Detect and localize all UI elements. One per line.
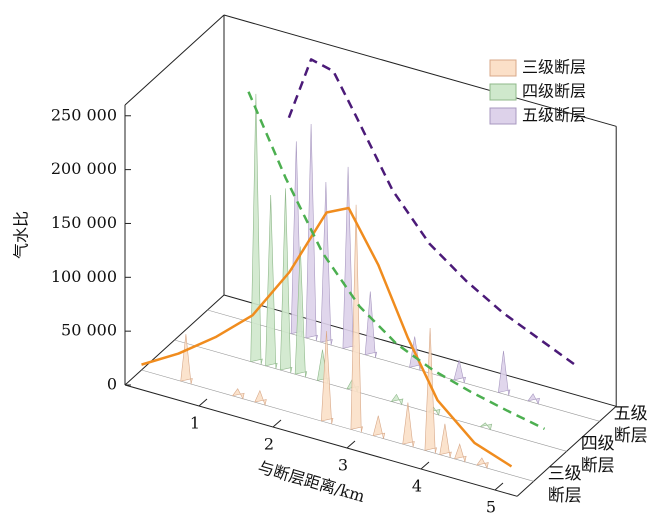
x-tick xyxy=(198,398,208,407)
spike xyxy=(280,188,293,374)
spike xyxy=(180,334,193,385)
spike xyxy=(497,350,511,396)
box-edge xyxy=(124,14,225,106)
x-axis xyxy=(124,384,518,497)
spike xyxy=(342,166,355,352)
spike xyxy=(364,291,378,358)
legend-label: 四级断层 xyxy=(522,82,586,101)
legend-swatch xyxy=(489,107,517,125)
y-tick-label: 50 000 xyxy=(61,321,117,340)
spike xyxy=(476,457,489,469)
depth-label: 三级断层 xyxy=(547,464,582,507)
spike xyxy=(320,182,333,346)
spike xyxy=(250,93,263,365)
y-axis-title: 气水比 xyxy=(12,211,31,259)
x-tick xyxy=(494,482,504,491)
y-tick-label: 150 000 xyxy=(51,213,117,232)
y-tick-label: 0 xyxy=(107,375,117,394)
spike xyxy=(265,194,278,369)
box-edge xyxy=(223,14,617,127)
spike xyxy=(527,393,540,405)
y-tick-label: 200 000 xyxy=(51,159,117,178)
spike xyxy=(453,359,466,383)
x-tick-label: 5 xyxy=(486,498,496,513)
x-tick-label: 4 xyxy=(412,477,422,496)
row-baseline xyxy=(141,369,534,482)
x-tick xyxy=(420,461,430,470)
fit-curve xyxy=(287,58,579,368)
box-edge xyxy=(223,294,617,407)
y-tick-label: 100 000 xyxy=(51,267,117,286)
spike xyxy=(372,415,386,439)
depth-label: 四级断层 xyxy=(580,434,615,477)
x-tick-label: 1 xyxy=(190,414,200,433)
y-tick-label: 250 000 xyxy=(51,105,117,124)
fit-curve xyxy=(247,91,546,430)
x-tick xyxy=(346,440,356,449)
spike xyxy=(350,204,363,433)
spike xyxy=(390,393,404,406)
x-tick xyxy=(272,419,282,428)
spike xyxy=(320,330,334,425)
legend-label: 五级断层 xyxy=(522,106,586,125)
spike xyxy=(254,389,267,407)
x-tick-label: 3 xyxy=(338,456,348,475)
fit-curve xyxy=(141,206,513,468)
row-baseline xyxy=(174,339,567,452)
depth-label: 五级断层 xyxy=(613,404,648,447)
spike xyxy=(231,388,245,400)
spike xyxy=(479,422,493,431)
x-axis-title: 与断层距离/km xyxy=(256,457,367,506)
x-tick-label: 2 xyxy=(264,435,274,454)
legend-swatch xyxy=(489,83,517,101)
spike xyxy=(424,328,437,454)
spike xyxy=(294,246,308,378)
spike xyxy=(439,423,452,458)
legend-swatch xyxy=(489,59,517,77)
spike xyxy=(454,443,467,463)
spike xyxy=(402,402,415,448)
legend-label: 三级断层 xyxy=(522,58,586,77)
